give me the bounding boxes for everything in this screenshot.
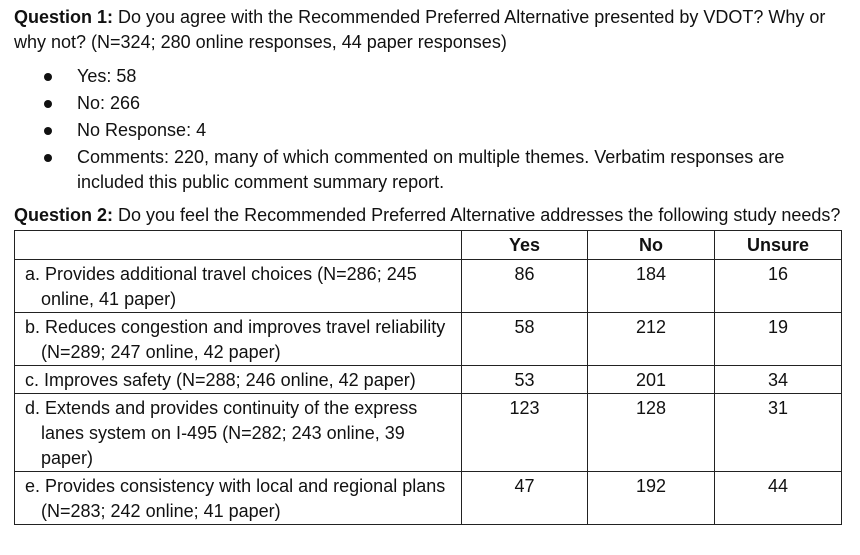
table-row: d. Extends and provides continuity of th… — [14, 393, 842, 472]
unsure-cell: 44 — [714, 471, 842, 525]
yes-cell: 86 — [461, 259, 588, 313]
unsure-cell: 19 — [714, 312, 842, 366]
bullet-icon — [44, 154, 52, 162]
question-1-results-list: Yes: 58 No: 266 No Response: 4 Comments:… — [14, 64, 846, 195]
unsure-cell: 31 — [714, 393, 842, 472]
question-2: Question 2: Do you feel the Recommended … — [14, 203, 846, 228]
header-need — [14, 230, 462, 260]
need-text: a. Provides additional travel choices (N… — [25, 264, 417, 309]
need-text: e. Provides consistency with local and r… — [25, 476, 446, 521]
need-text: b. Reduces congestion and improves trave… — [25, 317, 446, 362]
need-text: c. Improves safety (N=288; 246 online, 4… — [25, 370, 416, 390]
yes-cell: 53 — [461, 365, 588, 394]
need-cell: a. Provides additional travel choices (N… — [14, 259, 462, 313]
need-cell: d. Extends and provides continuity of th… — [14, 393, 462, 472]
unsure-cell: 16 — [714, 259, 842, 313]
list-item: No Response: 4 — [14, 118, 846, 143]
table-header-row: Yes No Unsure — [14, 230, 842, 260]
question-2-label: Question 2: — [14, 205, 114, 225]
table-row: b. Reduces congestion and improves trave… — [14, 312, 842, 366]
question-2-text: Do you feel the Recommended Preferred Al… — [113, 205, 841, 225]
unsure-cell: 34 — [714, 365, 842, 394]
question-1-label: Question 1: — [14, 7, 114, 27]
no-cell: 184 — [587, 259, 715, 313]
question-1: Question 1: Do you agree with the Recomm… — [14, 5, 846, 55]
no-cell: 128 — [587, 393, 715, 472]
yes-cell: 47 — [461, 471, 588, 525]
table-row: c. Improves safety (N=288; 246 online, 4… — [14, 365, 842, 394]
result-yes: Yes: 58 — [77, 66, 137, 86]
need-cell: c. Improves safety (N=288; 246 online, 4… — [14, 365, 462, 394]
header-unsure: Unsure — [714, 230, 842, 260]
bullet-icon — [44, 73, 52, 81]
bullet-icon — [44, 100, 52, 108]
header-no: No — [587, 230, 715, 260]
no-cell: 212 — [587, 312, 715, 366]
header-yes: Yes — [461, 230, 588, 260]
bullet-icon — [44, 127, 52, 135]
list-item: Yes: 58 — [14, 64, 846, 89]
need-cell: b. Reduces congestion and improves trave… — [14, 312, 462, 366]
study-needs-table: Yes No Unsure a. Provides additional tra… — [14, 230, 842, 525]
list-item: Comments: 220, many of which commented o… — [14, 145, 846, 195]
no-cell: 201 — [587, 365, 715, 394]
result-comments: Comments: 220, many of which commented o… — [77, 147, 785, 192]
list-item: No: 266 — [14, 91, 846, 116]
question-1-text: Do you agree with the Recommended Prefer… — [14, 7, 826, 52]
result-no: No: 266 — [77, 93, 141, 113]
table-row: a. Provides additional travel choices (N… — [14, 259, 842, 313]
yes-cell: 123 — [461, 393, 588, 472]
need-cell: e. Provides consistency with local and r… — [14, 471, 462, 525]
table-row: e. Provides consistency with local and r… — [14, 471, 842, 525]
result-no-response: No Response: 4 — [77, 120, 207, 140]
need-text: d. Extends and provides continuity of th… — [25, 398, 418, 468]
yes-cell: 58 — [461, 312, 588, 366]
no-cell: 192 — [587, 471, 715, 525]
